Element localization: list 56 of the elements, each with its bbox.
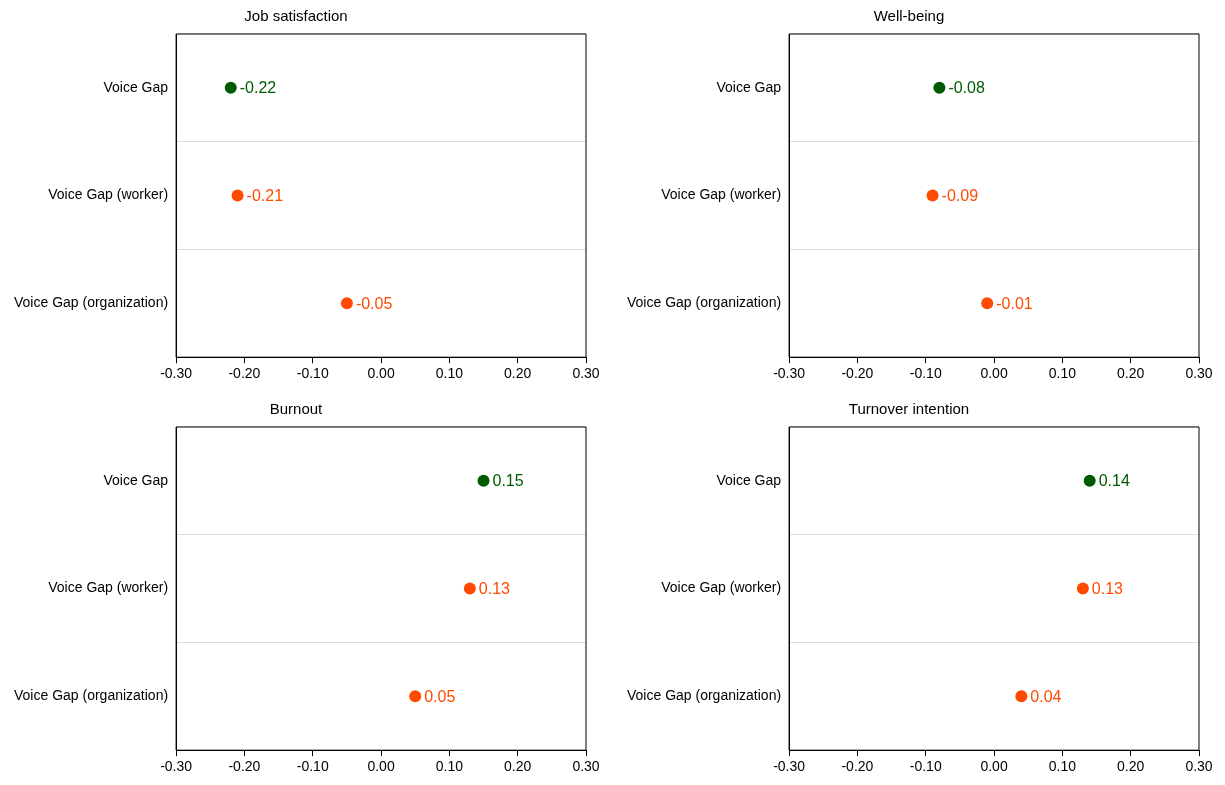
x-tick-label: -0.10 (909, 365, 942, 382)
chart-title: Turnover intention (848, 400, 970, 418)
data-label: 0.13 (478, 580, 511, 598)
data-label: -0.08 (948, 79, 985, 97)
y-tick-label: Voice Gap (103, 471, 169, 488)
data-label: 0.13 (1091, 580, 1124, 598)
x-tick-label: -0.30 (773, 365, 806, 382)
y-tick-label: Voice Gap (organization) (627, 687, 782, 704)
x-tick-label: 0.30 (1185, 758, 1213, 775)
x-tick-label: 0.20 (504, 365, 532, 382)
data-label: 0.15 (492, 472, 524, 490)
data-label: 0.04 (1030, 687, 1062, 705)
x-tick-label: -0.30 (160, 365, 193, 382)
x-tick-label: 0.20 (504, 758, 532, 775)
y-tick-label: Voice Gap (worker) (48, 579, 169, 596)
x-tick-label: -0.30 (773, 758, 806, 775)
data-label: 0.14 (1098, 472, 1130, 490)
x-tick-label: 0.10 (1048, 365, 1077, 382)
x-tick-label: 0.00 (980, 758, 1008, 775)
x-tick-label: -0.20 (841, 758, 874, 775)
x-tick-label: 0.10 (1048, 758, 1077, 775)
x-tick-label: 0.10 (435, 365, 464, 382)
y-tick-label: Voice Gap (worker) (48, 186, 169, 203)
data-label: -0.21 (246, 187, 284, 205)
x-tick-label: -0.30 (160, 758, 193, 775)
y-tick-label: Voice Gap (organization) (14, 294, 169, 311)
x-tick-label: -0.10 (296, 365, 329, 382)
x-tick-label: 0.00 (980, 365, 1008, 382)
y-tick-label: Voice Gap (organization) (627, 294, 782, 311)
chart-title: Burnout (269, 400, 324, 418)
y-tick-label: Voice Gap (716, 78, 782, 95)
data-label: -0.01 (996, 294, 1033, 312)
chart-title: Well-being (873, 7, 945, 25)
y-tick-label: Voice Gap (worker) (661, 186, 782, 203)
data-label: 0.05 (424, 687, 456, 705)
x-tick-label: 0.00 (367, 758, 395, 775)
y-tick-label: Voice Gap (worker) (661, 579, 782, 596)
x-tick-label: 0.10 (435, 758, 464, 775)
y-tick-label: Voice Gap (103, 78, 169, 95)
y-tick-label: Voice Gap (716, 471, 782, 488)
data-label: -0.05 (355, 294, 393, 312)
x-tick-label: 0.20 (1117, 365, 1145, 382)
x-tick-label: -0.10 (909, 758, 942, 775)
y-tick-label: Voice Gap (organization) (14, 687, 169, 704)
chart-title: Job satisfaction (244, 7, 348, 25)
x-tick-label: 0.00 (367, 365, 395, 382)
data-label: -0.09 (941, 187, 979, 205)
x-tick-label: 0.30 (1185, 365, 1213, 382)
x-tick-label: 0.20 (1117, 758, 1145, 775)
x-tick-label: 0.30 (572, 365, 600, 382)
x-tick-label: -0.20 (228, 758, 261, 775)
x-tick-label: 0.30 (572, 758, 600, 775)
x-tick-label: -0.10 (296, 758, 329, 775)
x-tick-label: -0.20 (228, 365, 261, 382)
data-label: -0.22 (239, 79, 277, 97)
x-tick-label: -0.20 (841, 365, 874, 382)
